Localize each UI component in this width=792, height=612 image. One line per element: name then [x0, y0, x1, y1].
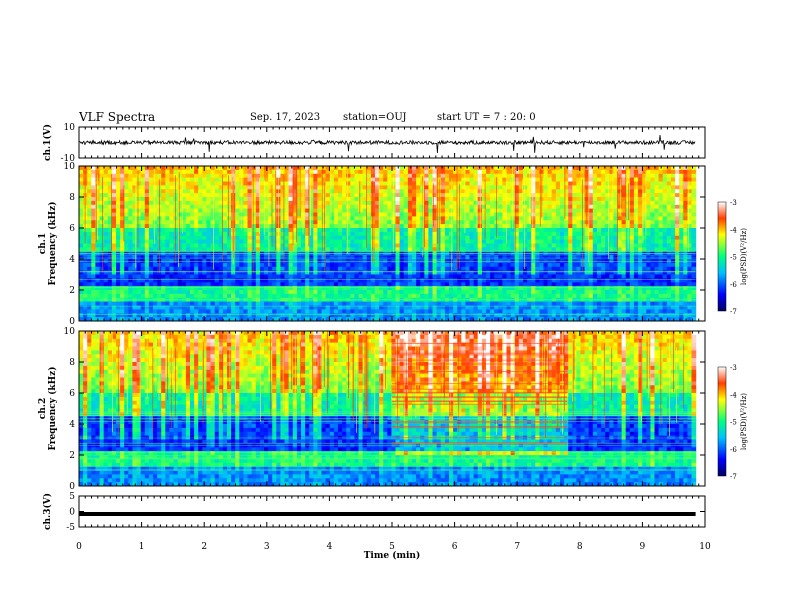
x-tick-label: 0: [76, 542, 82, 552]
colorbar-tick: -7: [730, 308, 737, 316]
y-tick-label: 10: [64, 327, 76, 337]
y-tick-label: 2: [69, 451, 75, 461]
x-tick-label: 1: [139, 542, 145, 552]
y-tick-label: 8: [69, 358, 75, 368]
y-axis-label: Frequency (kHz): [47, 201, 58, 285]
y-tick-label: -5: [66, 523, 75, 533]
colorbar-tick: -3: [730, 364, 737, 372]
colorbar-tick: -6: [730, 446, 737, 454]
colorbar-tick: -4: [730, 391, 737, 399]
y-axis-label: ch.1(V): [42, 124, 53, 161]
colorbar-label: log(PSD)(V²/Hz): [740, 228, 748, 285]
colorbar-tick: -5: [730, 254, 737, 262]
spectrogram-1: [78, 166, 697, 322]
x-tick-label: 2: [201, 542, 207, 552]
y-tick-label: 4: [69, 420, 75, 430]
y-tick-label: 0: [69, 482, 75, 492]
y-axis-label: Frequency (kHz): [47, 366, 58, 450]
y-tick-label: 5: [69, 492, 75, 502]
ch1-waveform-line: [78, 134, 696, 154]
x-tick-label: 10: [699, 542, 711, 552]
header-station: station=OUJ: [343, 112, 407, 123]
x-tick-label: 7: [514, 542, 520, 552]
y-tick-label: 10: [64, 123, 76, 133]
spectrogram-2: [79, 331, 697, 487]
colorbar-tick: -4: [730, 226, 737, 234]
colorbar-tick: -3: [730, 199, 737, 207]
colorbar-tick: -5: [730, 419, 737, 427]
colorbar-2: [717, 366, 727, 477]
x-tick-label: 6: [452, 542, 458, 552]
x-axis-label: Time (min): [364, 550, 421, 561]
y-tick-label: 2: [69, 286, 75, 296]
header-date: Sep. 17, 2023: [250, 112, 321, 123]
y-tick-label: 0: [69, 508, 75, 518]
colorbar-1: [717, 201, 727, 312]
y-tick-label: -10: [61, 154, 76, 164]
x-tick-label: 4: [327, 542, 333, 552]
x-tick-label: 8: [577, 542, 583, 552]
y-tick-label: 6: [69, 224, 75, 234]
y-tick-label: 0: [69, 317, 75, 327]
y-tick-label: 4: [69, 255, 75, 265]
colorbar-label: log(PSD)(V²/Hz): [740, 393, 748, 450]
colorbar-tick: -7: [730, 473, 737, 481]
header-start-time: start UT = 7 : 20: 0: [437, 112, 536, 123]
x-tick-label: 5: [389, 542, 395, 552]
y-axis-label: ch.1: [38, 233, 48, 254]
header-title: VLF Spectra: [79, 110, 156, 124]
colorbar-tick: -6: [730, 281, 737, 289]
y-tick-label: 8: [69, 193, 75, 203]
y-axis-label: ch.2: [38, 398, 48, 419]
y-axis-label: ch.3(V): [42, 493, 53, 530]
y-tick-label: 6: [69, 389, 75, 399]
y-tick-label: 10: [64, 162, 76, 172]
x-tick-label: 9: [640, 542, 646, 552]
x-tick-label: 3: [264, 542, 270, 552]
